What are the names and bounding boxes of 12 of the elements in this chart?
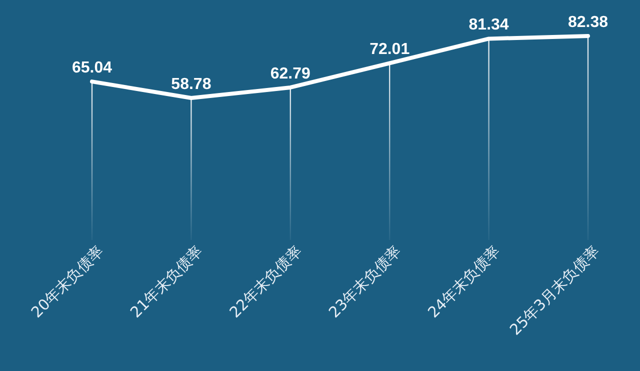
data-label: 62.79 bbox=[270, 65, 311, 82]
x-tick-label: 23年末负债率 bbox=[325, 242, 404, 322]
x-tick-label: 21年末负债率 bbox=[126, 242, 206, 322]
data-label: 65.04 bbox=[72, 60, 112, 77]
data-label: 82.38 bbox=[568, 14, 608, 31]
data-label: 72.01 bbox=[370, 41, 410, 58]
x-tick-label: 20年末负债率 bbox=[28, 242, 107, 322]
x-tick-label: 25年3月末负债率 bbox=[506, 242, 603, 339]
x-tick-label: 22年末负债率 bbox=[226, 242, 306, 322]
data-label: 81.34 bbox=[468, 16, 509, 34]
x-tick-label: 24年末负债率 bbox=[424, 242, 504, 322]
data-label: 58.78 bbox=[171, 76, 212, 93]
